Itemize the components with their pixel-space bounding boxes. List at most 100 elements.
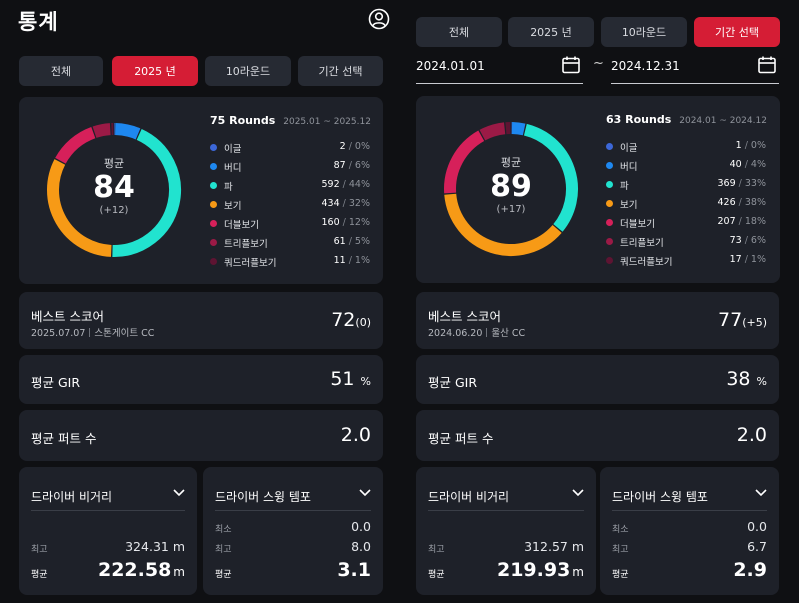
legend-separator: /: [741, 140, 751, 151]
legend-label: 쿼드러플보기: [620, 257, 673, 268]
swing-tempo-card: 드라이버 스윙 템포 최소 0.0 최고 6.7 평균 2.9: [600, 467, 779, 595]
legend-percent: 5%: [354, 236, 370, 247]
average-score-diff: (+17): [496, 204, 526, 215]
calendar-icon[interactable]: [561, 55, 581, 75]
tab-10-rounds[interactable]: 10라운드: [601, 17, 687, 47]
driver-distance-title: 드라이버 비거리: [428, 490, 510, 504]
legend-count-value: 2: [339, 141, 346, 152]
legend-color-dot: [606, 257, 613, 264]
best-score-label: 베스트 스코어: [31, 309, 104, 324]
legend-label: 파: [620, 181, 629, 192]
legend-color-dot: [210, 144, 217, 151]
legend-color-dot: [606, 238, 613, 245]
rounds-range: 2024.01 ~ 2024.12: [679, 116, 767, 126]
legend-item: 이글 2 / 0%: [210, 140, 370, 159]
legend-count-value: 426: [717, 197, 736, 208]
driver-avg-value: 219.93 m: [497, 559, 584, 581]
start-date-field[interactable]: 2024.01.01: [416, 48, 583, 84]
avg-putts-card[interactable]: 평균 퍼트 수 2.0: [19, 410, 383, 461]
average-score-block: 평균 84 (+12): [64, 155, 164, 216]
legend-count: 17 / 1%: [730, 254, 766, 265]
avg-gir-value: 38 %: [726, 368, 767, 390]
legend-label: 보기: [620, 200, 638, 211]
tab-year-2025[interactable]: 2025 년: [508, 17, 594, 47]
legend-percent: 32%: [348, 198, 370, 209]
tab-custom-period[interactable]: 기간 선택: [298, 56, 383, 86]
legend-color-dot: [606, 200, 613, 207]
best-score-diff: (0): [355, 316, 371, 329]
legend-count: 61 / 5%: [334, 236, 370, 247]
legend-count: 73 / 6%: [730, 235, 766, 246]
avg-gir-card[interactable]: 평균 GIR 38 %: [416, 355, 779, 404]
legend-item: 쿼드러플보기 17 / 1%: [606, 253, 766, 272]
legend-separator: /: [339, 217, 349, 228]
best-score-card[interactable]: 베스트 스코어 2024.06.20 울산 CC 77(+5): [416, 292, 779, 349]
legend-item: 트리플보기 73 / 6%: [606, 234, 766, 253]
tab-10-rounds[interactable]: 10라운드: [205, 56, 291, 86]
best-score-value: 77(+5): [718, 309, 767, 331]
stats-panel-2025: 통계 전체 2025 년 10라운드 기간 선택 평균 84 (+12) 75 …: [0, 0, 399, 603]
legend-count-value: 160: [321, 217, 340, 228]
legend-percent: 1%: [354, 255, 370, 266]
tempo-min-label: 최소: [215, 525, 232, 535]
chevron-down-icon[interactable]: [173, 489, 185, 497]
chevron-down-icon[interactable]: [359, 489, 371, 497]
tab-all[interactable]: 전체: [416, 17, 502, 47]
chevron-down-icon[interactable]: [755, 489, 767, 497]
score-legend: 이글 1 / 0% 버디 40 / 4% 파 369 / 33% 보기 426 / 38% 더블…: [606, 139, 766, 272]
average-score: 84: [93, 170, 135, 205]
tempo-min-label: 최소: [612, 525, 629, 535]
legend-count-value: 1: [735, 140, 742, 151]
best-score-date: 2025.07.07: [31, 328, 86, 339]
avg-gir-card[interactable]: 평균 GIR 51 %: [19, 355, 383, 404]
avg-gir-unit: %: [360, 375, 371, 388]
legend-percent: 6%: [750, 235, 766, 246]
meta-divider: [486, 328, 488, 337]
end-date-value: 2024.12.31: [611, 58, 680, 73]
best-score-card[interactable]: 베스트 스코어 2025.07.07 스톤게이트 CC 72(0): [19, 292, 383, 349]
period-tabs: 전체 2025 년 10라운드 기간 선택: [400, 17, 799, 49]
legend-color-dot: [210, 239, 217, 246]
legend-separator: /: [339, 198, 349, 209]
tab-all[interactable]: 전체: [19, 56, 103, 86]
driver-max-label: 최고: [31, 545, 48, 555]
driver-max-value: 312.57 m: [524, 539, 584, 554]
donut-segment: [511, 122, 526, 136]
legend-label: 이글: [224, 144, 242, 155]
legend-item: 파 592 / 44%: [210, 178, 370, 197]
tab-year-2025[interactable]: 2025 년: [112, 56, 198, 86]
swing-tempo-card: 드라이버 스윙 템포 최소 0.0 최고 8.0 평균 3.1: [203, 467, 383, 595]
driver-avg-unit: m: [173, 565, 185, 579]
donut-segment: [112, 128, 181, 257]
calendar-icon[interactable]: [757, 55, 777, 75]
best-score-number: 72: [331, 309, 356, 331]
avg-putts-label: 평균 퍼트 수: [428, 431, 494, 446]
avg-putts-card[interactable]: 평균 퍼트 수 2.0: [416, 410, 779, 461]
end-date-field[interactable]: 2024.12.31: [611, 48, 779, 84]
legend-separator: /: [741, 159, 751, 170]
legend-percent: 12%: [348, 217, 370, 228]
donut-segment: [47, 159, 112, 257]
legend-label: 보기: [224, 201, 242, 212]
swing-tempo-title: 드라이버 스윙 템포: [612, 490, 708, 504]
tab-custom-period[interactable]: 기간 선택: [694, 17, 780, 47]
best-score-diff: (+5): [742, 316, 767, 329]
legend-count-value: 11: [333, 255, 346, 266]
driver-distance-card: 드라이버 비거리 최고 312.57 m 평균 219.93 m: [416, 467, 596, 595]
chevron-down-icon[interactable]: [572, 489, 584, 497]
donut-segment: [114, 123, 141, 140]
best-score-label: 베스트 스코어: [428, 309, 501, 324]
average-score-block: 평균 89 (+17): [461, 154, 561, 215]
user-profile-icon[interactable]: [368, 8, 390, 30]
driver-max-value: 324.31 m: [125, 539, 185, 554]
rounds-count: 63 Rounds: [606, 113, 672, 126]
tempo-max-value: 6.7: [747, 539, 767, 554]
legend-count: 1 / 0%: [736, 140, 766, 151]
legend-color-dot: [210, 201, 217, 208]
rounds-count: 75 Rounds: [210, 114, 276, 127]
avg-gir-value: 51 %: [330, 368, 371, 390]
tempo-min-value: 0.0: [351, 519, 371, 534]
best-score-date: 2024.06.20: [428, 328, 483, 339]
tempo-avg-value: 2.9: [733, 559, 767, 581]
score-summary-card: 평균 84 (+12) 75 Rounds 2025.01 ~ 2025.12 이…: [19, 97, 383, 284]
